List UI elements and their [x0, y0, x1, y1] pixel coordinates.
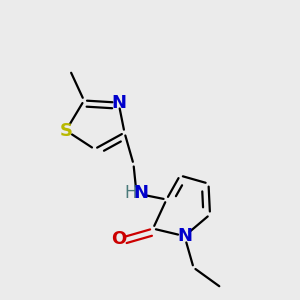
- Text: H: H: [125, 184, 137, 202]
- Text: N: N: [177, 227, 192, 245]
- Text: O: O: [111, 230, 126, 247]
- Text: S: S: [59, 122, 73, 140]
- Text: N: N: [134, 184, 148, 202]
- Text: N: N: [111, 94, 126, 112]
